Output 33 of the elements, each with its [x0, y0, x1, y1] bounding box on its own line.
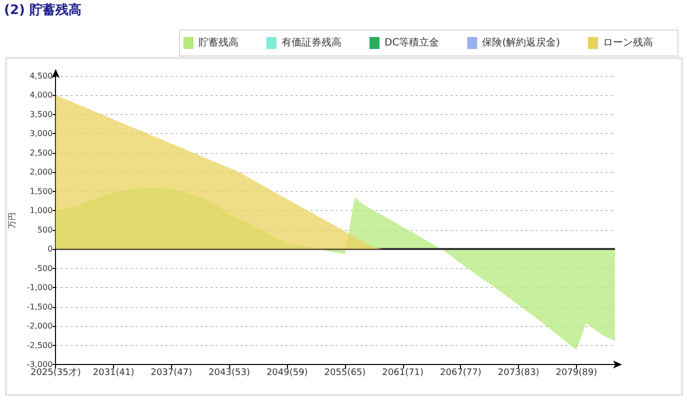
x-tick-label: 2067(77) — [440, 368, 482, 378]
legend-label: 貯蓄残高 — [198, 36, 239, 48]
y-tick-label: -500 — [34, 264, 53, 273]
y-tick-label: -3,000 — [26, 360, 53, 369]
x-tick-label: 2043(53) — [208, 368, 250, 378]
y-tick-label: 1,000 — [30, 206, 53, 216]
x-tick-label: 2061(71) — [382, 368, 424, 378]
x-tick-label: 2079(89) — [556, 368, 598, 378]
y-tick-label: -1,000 — [26, 283, 53, 292]
y-tick-label: 500 — [37, 225, 53, 234]
x-tick-label: 2031(41) — [92, 368, 134, 378]
legend-label: 有価証券残高 — [282, 36, 342, 48]
x-tick-label: 2037(47) — [150, 368, 192, 378]
y-tick-label: 3,000 — [30, 129, 53, 138]
y-tick-label: -1,500 — [26, 302, 53, 312]
x-tick-label: 2025(35才) — [30, 367, 81, 378]
y-tick-label: 1,500 — [30, 186, 53, 196]
y-tick-label: -2,500 — [26, 340, 53, 350]
x-tick-label: 2049(59) — [266, 368, 308, 378]
y-tick-label: 2,500 — [30, 148, 53, 158]
x-tick-label: 2055(65) — [324, 368, 366, 378]
y-tick-label: -2,000 — [26, 322, 53, 331]
y-tick-label: 4,000 — [30, 90, 53, 100]
y-tick-label: 2,000 — [30, 168, 53, 177]
legend-label: 保険(解約返戻金) — [482, 36, 560, 48]
y-tick-label: 3,500 — [30, 110, 53, 119]
chart-title: (2) 貯蓄残高 — [4, 2, 82, 18]
legend-label: DC等積立金 — [384, 36, 440, 48]
y-tick-label: 0 — [48, 244, 53, 254]
x-tick-label: 2073(83) — [498, 368, 540, 378]
y-tick-label: 4,500 — [30, 72, 53, 80]
legend-label: ローン残高 — [603, 36, 653, 48]
y-axis-title: 万円 — [8, 212, 16, 228]
